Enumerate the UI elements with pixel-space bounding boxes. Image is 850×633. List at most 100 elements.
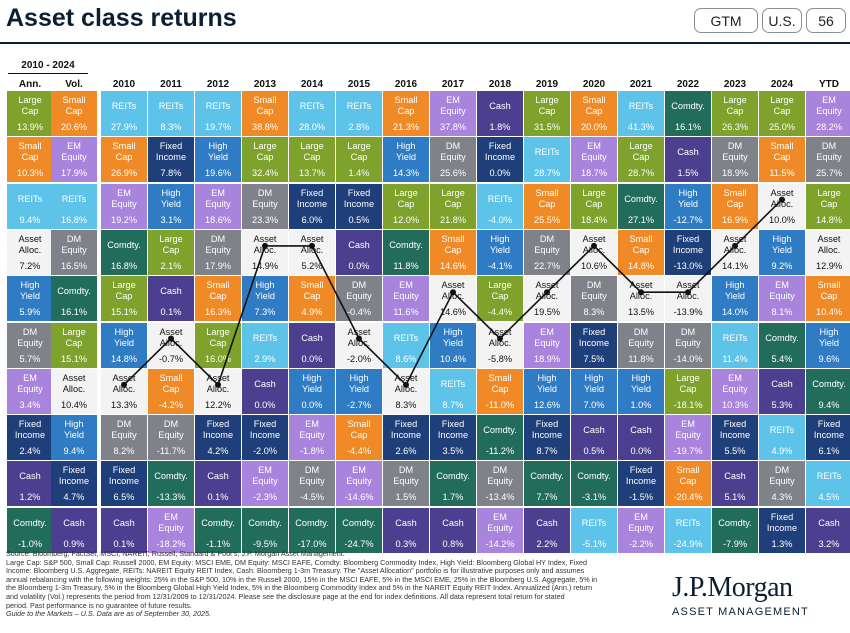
cell-return-value: 17.9% [60, 168, 88, 179]
cell-return-value: 28.7% [627, 168, 655, 179]
cell-asset-name: High Yield [63, 419, 85, 441]
cell-small-cap: Small Cap 10.4% [806, 276, 850, 322]
asset-allocation-point [544, 289, 550, 296]
cell-em-equity: EM Equity -14.2% [477, 507, 523, 553]
cell-asset-name: Comdty. [13, 517, 47, 528]
cell-small-cap: Small Cap -20.4% [665, 461, 711, 507]
cell-high-yield: High Yield 7.0% [571, 368, 617, 414]
cell-reits: REITs 41.3% [618, 91, 664, 136]
cell-reits: REITs 2.9% [242, 322, 288, 368]
asset-allocation-point [685, 289, 691, 296]
cell-asset-name: Large Cap [629, 141, 653, 163]
cell-return-value: 5.3% [771, 399, 793, 410]
cell-return-value: -13.9% [673, 307, 703, 318]
cell-asset-name: Fixed Income [437, 419, 469, 441]
cell-cash: Cash 5.1% [712, 461, 758, 507]
cell-asset-name: Fixed Income [249, 419, 281, 441]
cell-return-value: 28.2% [815, 122, 843, 132]
col-header-vol: Vol. [65, 79, 83, 90]
cell-return-value: 2.6% [395, 446, 417, 457]
cell-asset-name: DM Equity [61, 233, 87, 255]
cell-asset-name: REITs [111, 101, 137, 111]
cell-asset-name: Asset Alloc. [582, 233, 606, 255]
cell-asset-name: Comdty. [530, 471, 564, 482]
cell-asset-name: Fixed Income [766, 511, 798, 533]
cell-em-equity: EM Equity -2.2% [618, 507, 664, 553]
cell-em-equity: EM Equity 17.9% [51, 137, 97, 183]
year-header: 2021 [629, 79, 653, 90]
footnote-line: the Bloomberg 1-3m Treasury, 5% in the B… [6, 584, 593, 593]
tag-us: U.S. [762, 8, 802, 33]
cell-return-value: 19.7% [204, 122, 232, 132]
year-header: 2010 [112, 79, 136, 90]
cell-high-yield: High Yield 12.6% [524, 368, 570, 414]
cell-return-value: -14.0% [673, 353, 703, 364]
cell-cash: Cash 5.3% [759, 368, 805, 414]
cell-fixed-income: Fixed Income 3.5% [430, 415, 476, 461]
cell-return-value: -0.4% [346, 307, 371, 318]
cell-return-value: -11.2% [485, 446, 515, 457]
cell-return-value: 9.6% [818, 353, 840, 364]
cell-return-value: 18.9% [721, 168, 749, 179]
cell-asset-name: High Yield [771, 233, 793, 255]
cell-return-value: 2.1% [160, 260, 182, 271]
cell-asset-name: Fixed Income [578, 326, 610, 348]
cell-asset-name: EM Equity [61, 141, 87, 163]
cell-em-equity: EM Equity 3.4% [7, 368, 53, 414]
cell-reits: REITs -4.0% [477, 183, 523, 229]
cell-return-value: 26.9% [110, 168, 138, 179]
cell-dm-equity: DM Equity -0.4% [336, 276, 382, 322]
cell-high-yield: High Yield 1.0% [618, 368, 664, 414]
cell-return-value: 5.2% [301, 260, 323, 271]
cell-dm-equity: DM Equity 11.8% [618, 322, 664, 368]
cell-return-value: 1.8% [489, 122, 511, 132]
cell-return-value: -19.7% [673, 446, 703, 457]
cell-asset-name: Small Cap [488, 372, 512, 394]
cell-return-value: 25.5% [533, 214, 561, 225]
cell-return-value: 18.9% [533, 353, 561, 364]
cell-asset-name: Large Cap [206, 326, 230, 348]
cell-cash: Cash 0.5% [571, 415, 617, 461]
cell-cash: Cash 0.1% [195, 461, 241, 507]
cell-asset-name: Large Cap [300, 141, 324, 163]
period-label: 2010 - 2024 [21, 60, 75, 71]
cell-asset-name: Small Cap [394, 95, 418, 116]
cell-return-value: -7.9% [722, 538, 747, 549]
cell-return-value: 7.0% [583, 399, 605, 410]
cell-return-value: 11.4% [722, 353, 748, 364]
cell-asset-name: EM Equity [252, 465, 278, 487]
cell-small-cap: Small Cap 20.0% [571, 91, 617, 136]
cell-asset-name: Small Cap [817, 280, 841, 302]
cell-return-value: -24.7% [344, 538, 374, 549]
cell-asset-name: Asset Alloc. [300, 233, 324, 255]
cell-return-value: -4.1% [487, 260, 512, 271]
cell-asset-name: Small Cap [253, 95, 277, 116]
cell-asset-name: Comdty. [624, 193, 658, 204]
asset-allocation-point [779, 196, 785, 203]
cell-return-value: 0.9% [63, 538, 85, 549]
cell-return-value: 16.3% [204, 307, 232, 318]
cell-return-value: -5.8% [487, 353, 512, 364]
cell-return-value: 9.4% [63, 446, 85, 457]
cell-comdty: Comdty. -7.9% [712, 507, 758, 553]
cell-asset-name: Asset Alloc. [676, 280, 700, 302]
cell-asset-alloc: Asset Alloc. 14.1% [712, 229, 758, 275]
cell-asset-alloc: Asset Alloc. 13.3% [101, 368, 147, 414]
cell-return-value: 10.4% [60, 399, 88, 410]
cell-asset-name: Fixed Income [719, 419, 751, 441]
cell-asset-name: DM Equity [299, 465, 325, 487]
cell-dm-equity: DM Equity -14.0% [665, 322, 711, 368]
cell-return-value: 10.4% [439, 353, 467, 364]
cell-asset-name: REITs [252, 332, 278, 343]
cell-reits: REITs 9.4% [7, 183, 53, 229]
cell-large-cap: Large Cap 12.0% [383, 183, 429, 229]
cell-asset-name: DM Equity [628, 326, 654, 348]
cell-fixed-income: Fixed Income 4.2% [195, 415, 241, 461]
cell-small-cap: Small Cap 25.5% [524, 183, 570, 229]
cell-comdty: Comdty. -11.2% [477, 415, 523, 461]
cell-asset-name: Comdty. [577, 471, 611, 482]
cell-return-value: 19.5% [533, 307, 561, 318]
cell-asset-name: Fixed Income [343, 187, 375, 209]
cell-asset-name: EM Equity [393, 280, 419, 302]
cell-asset-name: High Yield [818, 326, 840, 348]
